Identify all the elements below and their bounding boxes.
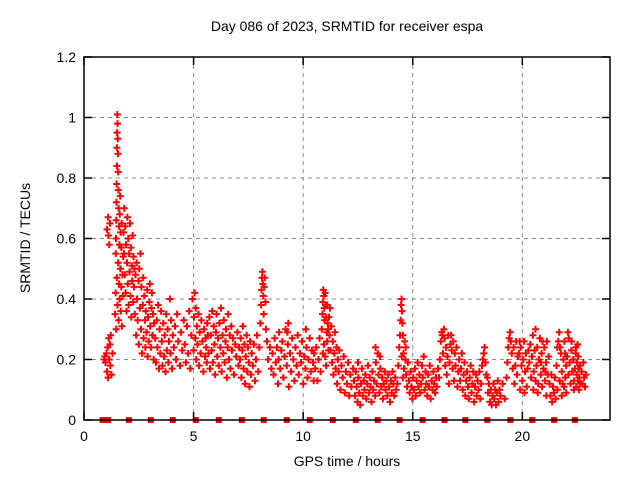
axis-ticks [83, 56, 610, 421]
x-tick-label: 0 [80, 428, 88, 444]
y-tick-label: 1 [68, 110, 76, 126]
x-tick-label: 10 [295, 428, 311, 444]
x-tick-label: 20 [515, 428, 531, 444]
y-tick-label: 0.4 [57, 291, 77, 307]
series-srmtid-markers [100, 111, 590, 409]
x-axis-label: GPS time / hours [293, 453, 401, 469]
x-tick-label: 5 [190, 428, 198, 444]
chart-title: Day 086 of 2023, SRMTID for receiver esp… [210, 18, 484, 34]
y-tick-label: 0.8 [57, 170, 77, 186]
y-tick-label: 0.2 [57, 352, 77, 368]
x-tick-label: 15 [405, 428, 421, 444]
y-tick-label: 1.2 [57, 49, 77, 65]
y-tick-label: 0.6 [57, 231, 77, 247]
series-zero-line-markers-markers [99, 417, 578, 423]
y-axis-label: SRMTID / TECUs [17, 182, 33, 294]
y-tick-label: 0 [68, 412, 76, 428]
grid-lines [84, 57, 610, 420]
